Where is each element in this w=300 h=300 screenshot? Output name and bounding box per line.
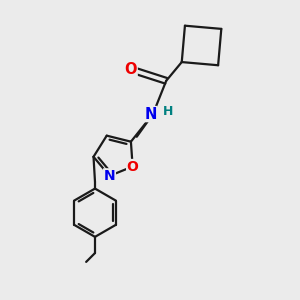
Text: N: N (144, 106, 157, 122)
Text: O: O (127, 160, 139, 173)
Text: N: N (104, 169, 116, 183)
Text: H: H (163, 105, 173, 118)
Text: O: O (124, 62, 137, 77)
